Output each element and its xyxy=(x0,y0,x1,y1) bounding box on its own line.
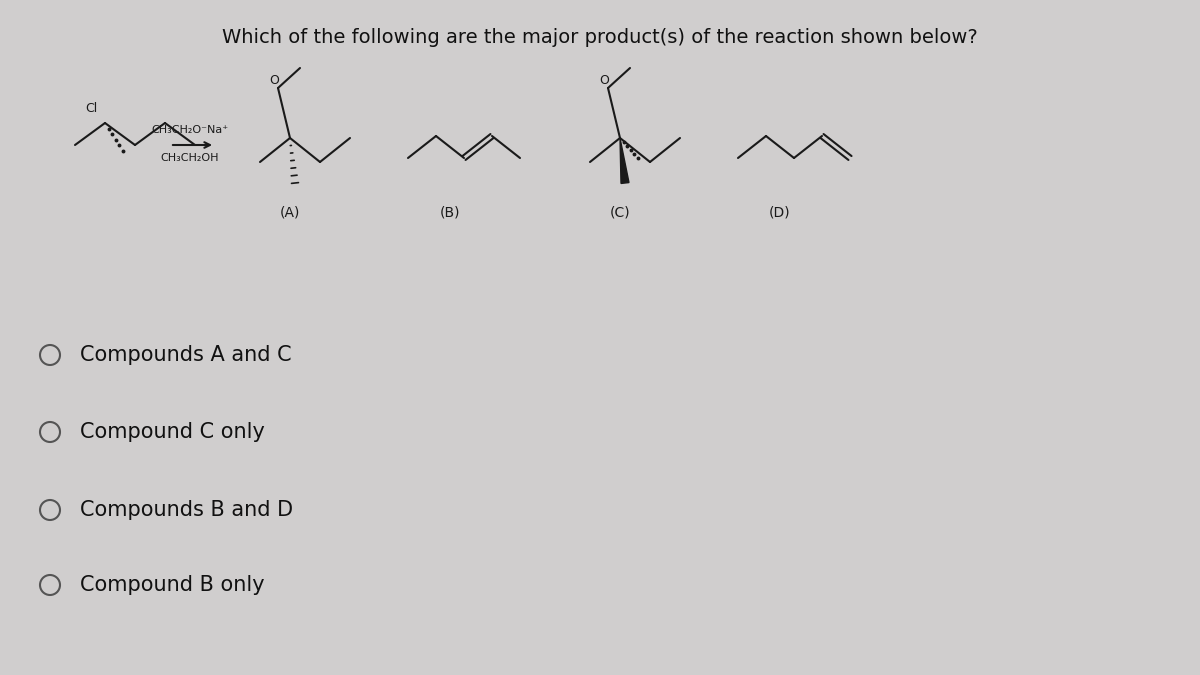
Polygon shape xyxy=(620,138,629,184)
Text: Which of the following are the major product(s) of the reaction shown below?: Which of the following are the major pro… xyxy=(222,28,978,47)
Text: Compounds B and D: Compounds B and D xyxy=(80,500,293,520)
Text: (D): (D) xyxy=(769,206,791,220)
Text: Compound B only: Compound B only xyxy=(80,575,265,595)
Text: (A): (A) xyxy=(280,206,300,220)
Text: O: O xyxy=(599,74,608,86)
Text: O: O xyxy=(269,74,278,86)
Text: Compound C only: Compound C only xyxy=(80,422,265,442)
Text: CH₃CH₂O⁻Na⁺: CH₃CH₂O⁻Na⁺ xyxy=(151,125,228,135)
Text: Cl: Cl xyxy=(85,103,97,115)
Text: (B): (B) xyxy=(439,206,461,220)
Text: (C): (C) xyxy=(610,206,630,220)
Text: CH₃CH₂OH: CH₃CH₂OH xyxy=(161,153,220,163)
Text: Compounds A and C: Compounds A and C xyxy=(80,345,292,365)
